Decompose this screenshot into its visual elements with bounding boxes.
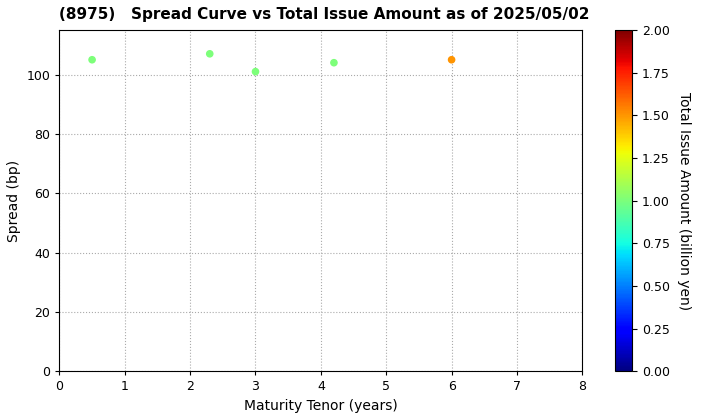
Point bbox=[86, 56, 98, 63]
X-axis label: Maturity Tenor (years): Maturity Tenor (years) bbox=[244, 399, 397, 413]
Point bbox=[204, 50, 215, 57]
Point bbox=[446, 56, 457, 63]
Point bbox=[250, 68, 261, 75]
Point bbox=[328, 59, 340, 66]
Y-axis label: Total Issue Amount (billion yen): Total Issue Amount (billion yen) bbox=[677, 92, 690, 310]
Text: (8975)   Spread Curve vs Total Issue Amount as of 2025/05/02: (8975) Spread Curve vs Total Issue Amoun… bbox=[60, 7, 590, 22]
Y-axis label: Spread (bp): Spread (bp) bbox=[7, 160, 21, 242]
